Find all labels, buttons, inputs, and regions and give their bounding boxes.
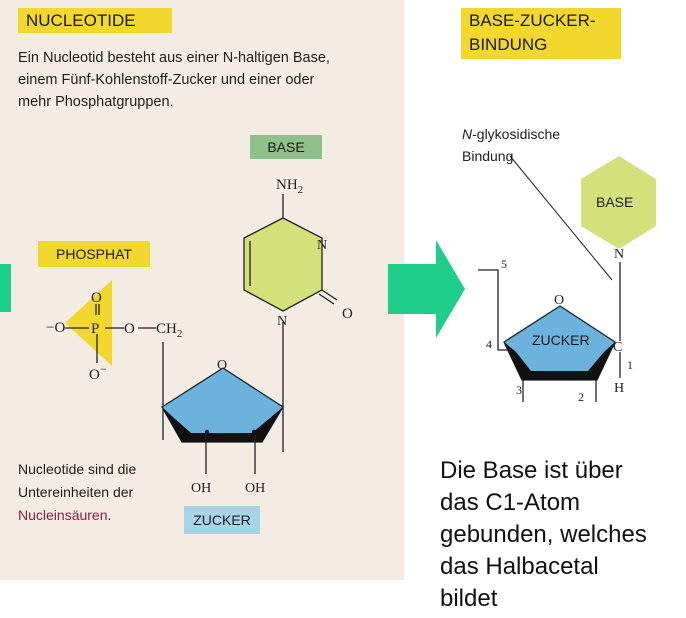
carbon-number-4: 4	[486, 337, 492, 351]
zucker-label: ZUCKER	[184, 506, 260, 534]
svg-text:CH2: CH2	[156, 321, 182, 340]
ring-n-lower: N	[277, 314, 287, 329]
right-h-label: H	[614, 381, 624, 396]
bond-label: N-glykosidische Bindung	[462, 126, 561, 164]
nh2-label: NH	[276, 177, 298, 193]
ring-n-upper: N	[317, 238, 327, 253]
oh-left-label: OH	[191, 481, 211, 496]
phosphorus-label: P	[91, 321, 99, 337]
phosphate-o-bottom: O−	[89, 362, 107, 383]
right-base-label: BASE	[596, 194, 634, 210]
nucleotide-title: NUCLEOTIDE	[18, 8, 172, 33]
intro-line-3: mehr Phosphatgruppen.	[18, 94, 174, 110]
carbon-number-2: 2	[578, 390, 584, 404]
transition-arrow	[388, 240, 465, 338]
caption-line-1: Nucleotide sind die	[18, 461, 137, 477]
carbonyl-o: O	[342, 306, 353, 322]
ch2-label: CH	[156, 321, 177, 337]
left-edge-arrow	[0, 264, 11, 312]
carbon-number-5: 5	[501, 257, 507, 271]
right-zucker-label: ZUCKER	[532, 332, 590, 348]
right-o-label: O	[554, 293, 564, 308]
nucleotide-panel	[0, 0, 404, 580]
caption-line-3: Nucleinsäuren.	[18, 507, 112, 523]
ring-o-label: O	[217, 358, 227, 373]
intro-line-2: einem Fünf-Kohlenstoff-Zucker und einer …	[18, 72, 315, 88]
right-base-hexagon	[581, 156, 656, 249]
description-text: Die Base ist über das C1-Atom gebunden, …	[440, 457, 647, 612]
carbon-number-3: 3	[516, 383, 522, 397]
carbon-number-1: 1	[627, 358, 633, 372]
base-ring	[243, 217, 323, 312]
phosphate-o-left: −O	[46, 320, 65, 336]
intro-line-1: Ein Nucleotid besteht aus einer N-haltig…	[18, 50, 330, 66]
right-c-label: C	[613, 340, 622, 355]
ch2-subscript: 2	[177, 328, 183, 340]
nh2-subscript: 2	[298, 184, 304, 196]
ester-o-label: O	[124, 321, 135, 337]
base-label: BASE	[250, 135, 322, 159]
nucleinsaeuren-link: Nucleinsäuren	[18, 507, 108, 523]
phosphate-o-top: O	[91, 290, 102, 306]
right-n-label: N	[614, 247, 624, 262]
phosphat-label: PHOSPHAT	[38, 241, 150, 267]
base-zucker-bindung-title: BASE-ZUCKER- BINDUNG	[461, 8, 621, 59]
oh-right-label: OH	[245, 481, 265, 496]
svg-text:NH2: NH2	[276, 177, 303, 196]
caption-line-2: Untereinheiten der	[18, 484, 134, 500]
phosphate-shape	[65, 280, 112, 366]
